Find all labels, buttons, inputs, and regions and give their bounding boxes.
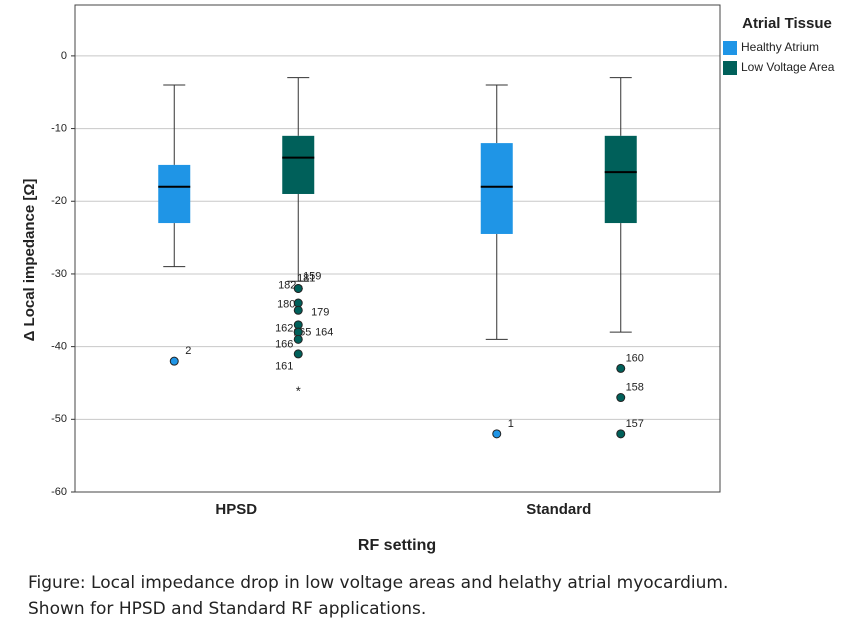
outlier (293, 305, 303, 315)
outlier-label: 2 (185, 345, 191, 357)
outlier-label: 157 (626, 418, 644, 430)
y-tick-label: -20 (51, 195, 67, 207)
x-tick-label: HPSD (215, 501, 257, 518)
outlier-label: 166 (275, 338, 293, 350)
outlier-label: 181 (297, 272, 315, 284)
y-tick-label: -30 (51, 268, 67, 280)
y-tick-label: 0 (61, 50, 67, 62)
legend-title: Atrial Tissue (742, 15, 832, 32)
legend-label: Healthy Atrium (741, 40, 819, 54)
outlier (169, 356, 179, 366)
outlier-label: 161 (275, 360, 293, 372)
plot-frame (74, 4, 721, 493)
outlier-label: 180 (277, 298, 295, 310)
outlier-label: 160 (626, 352, 644, 364)
outlier (293, 283, 303, 293)
extreme-outlier: * (296, 384, 301, 399)
box (158, 164, 191, 224)
y-tick-label: -10 (51, 122, 67, 134)
y-axis-label: Δ Local impedance [Ω] (21, 179, 38, 342)
outlier-label: 159 (303, 270, 321, 282)
legend-label: Low Voltage Area (741, 60, 835, 74)
legend-swatch (723, 61, 737, 75)
x-tick-label: Standard (526, 501, 591, 518)
outlier (293, 349, 303, 359)
outlier-label: 1 (508, 418, 514, 430)
outlier (616, 363, 626, 373)
outlier-label: 158 (626, 381, 644, 393)
outlier (616, 393, 626, 403)
outlier-label: 164 (315, 326, 333, 338)
legend-swatch (723, 41, 737, 55)
outlier-label: 182 (278, 279, 296, 291)
outlier (293, 334, 303, 344)
outlier-label: 162 (275, 322, 293, 334)
outlier (492, 429, 502, 439)
y-tick-label: -50 (51, 413, 67, 425)
box (282, 135, 315, 194)
outlier-label: 179 (311, 306, 329, 318)
y-tick-label: -60 (51, 486, 67, 498)
caption-line: Figure: Local impedance drop in low volt… (28, 573, 728, 593)
x-axis-label: RF setting (358, 537, 436, 554)
box (480, 143, 513, 234)
y-tick-label: -40 (51, 341, 67, 353)
box (604, 135, 637, 224)
outlier (616, 429, 626, 439)
caption-line: Shown for HPSD and Standard RF applicati… (28, 599, 426, 619)
